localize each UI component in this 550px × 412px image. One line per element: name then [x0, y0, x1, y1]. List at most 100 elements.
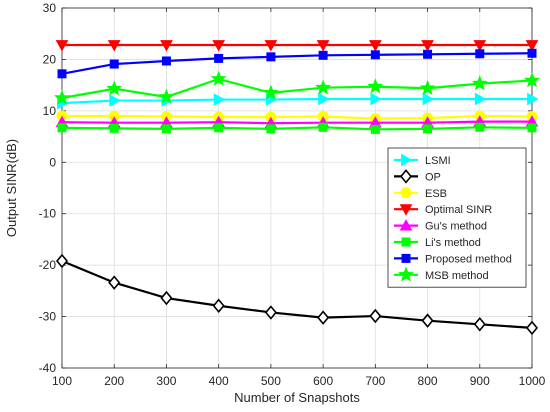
legend-swatch-marker — [401, 153, 413, 167]
tick-labels: 100 200 300 400 500 600 700 800 900 1000-40-30-20… — [39, 1, 546, 388]
data-point-msb-method — [262, 84, 279, 100]
data-point-msb-method — [106, 80, 123, 96]
data-point-lsmi — [474, 92, 487, 106]
data-point-op — [160, 290, 173, 306]
data-point-proposed-method — [423, 49, 433, 59]
legend-swatch-marker — [399, 219, 413, 231]
x-tick-label: 600 — [313, 374, 333, 388]
data-point-proposed-method — [214, 53, 224, 63]
y-tick-label: 10 — [43, 104, 57, 118]
data-point-li-s-method — [527, 123, 537, 133]
y-tick-label: -20 — [39, 258, 57, 272]
legend-label: Gu's method — [425, 221, 487, 233]
data-point-optimal-sinr — [160, 40, 173, 52]
data-point-proposed-method — [57, 69, 67, 79]
legend-label: Optimal SINR — [425, 204, 492, 216]
series-proposed-method — [57, 48, 537, 79]
data-point-optimal-sinr — [107, 40, 121, 52]
data-point-lsmi — [318, 92, 330, 106]
data-point-msb-method — [158, 88, 175, 104]
y-tick-label: -30 — [39, 310, 57, 324]
legend-swatch-marker — [401, 237, 411, 247]
y-tick-label: -40 — [39, 361, 57, 375]
data-point-optimal-sinr — [264, 40, 278, 52]
data-point-msb-method — [54, 89, 70, 105]
data-point-msb-method — [315, 79, 332, 95]
series-line-lsmi — [61, 97, 532, 105]
data-point-li-s-method — [370, 124, 380, 134]
series-line-msb-method — [61, 77, 533, 100]
legend-entry: Optimal SINR — [394, 204, 492, 216]
data-point-op — [317, 310, 330, 325]
data-point-msb-method — [419, 79, 436, 96]
data-point-msb-method — [367, 78, 384, 94]
legend-entry: Proposed method — [394, 253, 512, 265]
legend-swatch-marker — [399, 169, 413, 184]
data-point-op — [525, 320, 539, 336]
data-point-op — [369, 308, 382, 324]
data-point-optimal-sinr — [525, 40, 539, 52]
data-point-proposed-method — [266, 52, 276, 62]
legend-label: LSMI — [425, 155, 451, 167]
data-point-li-s-method — [475, 122, 485, 132]
series-optimal-sinr — [55, 40, 539, 52]
series-li-s-method — [57, 122, 537, 134]
data-point-li-s-method — [423, 124, 433, 134]
legend-label: Li's method — [425, 237, 481, 249]
legend-entry: OP — [394, 169, 441, 184]
data-point-proposed-method — [475, 49, 485, 59]
series-line-proposed-method — [61, 52, 533, 75]
series-line-gu-s-method — [61, 120, 532, 125]
x-tick-label: 900 — [470, 374, 490, 388]
data-point-lsmi — [370, 92, 382, 106]
x-tick-label: 1000 — [519, 374, 546, 388]
legend-box — [387, 147, 527, 288]
legend-label: OP — [425, 171, 441, 183]
legend-swatch-marker — [398, 266, 414, 282]
data-point-li-s-method — [57, 123, 67, 133]
series-line-li-s-method — [61, 126, 533, 131]
data-point-proposed-method — [109, 59, 119, 69]
data-point-li-s-method — [214, 123, 224, 133]
x-tick-label: 200 — [104, 374, 124, 388]
y-tick-label: 20 — [43, 52, 57, 66]
x-tick-label: 400 — [209, 374, 229, 388]
x-axis-label: Number of Snapshots — [234, 390, 360, 405]
data-point-li-s-method — [318, 122, 328, 132]
data-point-proposed-method — [318, 50, 328, 60]
y-tick-label: 30 — [43, 1, 57, 15]
y-tick-label: 0 — [49, 155, 56, 169]
series-op — [55, 253, 539, 336]
legend-swatch-marker — [399, 204, 413, 216]
legend-label: ESB — [425, 188, 447, 200]
data-point-optimal-sinr — [212, 40, 226, 52]
data-point-lsmi — [422, 92, 435, 106]
y-axis-label: Output SINR(dB) — [4, 139, 19, 237]
data-point-optimal-sinr — [368, 40, 382, 52]
x-tick-label: 500 — [261, 374, 281, 388]
data-point-li-s-method — [161, 124, 171, 134]
data-point-proposed-method — [370, 50, 380, 60]
data-point-lsmi — [109, 94, 121, 107]
series-msb-method — [54, 70, 540, 105]
data-point-lsmi — [527, 92, 539, 106]
data-point-op — [55, 253, 69, 269]
data-point-op — [264, 305, 277, 320]
legend-entry: Gu's method — [394, 219, 487, 233]
data-point-optimal-sinr — [421, 40, 434, 52]
data-point-li-s-method — [109, 123, 119, 133]
legend-entry: MSB method — [394, 266, 489, 282]
series-group — [54, 40, 540, 336]
data-point-lsmi — [213, 93, 226, 106]
series-lsmi — [57, 92, 539, 110]
legend-entry: ESB — [394, 187, 447, 200]
legend-swatch-marker — [401, 253, 411, 263]
data-point-msb-method — [471, 75, 488, 91]
series-line-esb — [62, 114, 533, 120]
data-point-proposed-method — [161, 56, 171, 66]
legend: LSMI OP ESB Optimal SINR Gu's method Li's met… — [387, 147, 527, 288]
data-point-optimal-sinr — [55, 40, 69, 52]
data-point-proposed-method — [527, 48, 537, 58]
data-point-op — [108, 275, 121, 290]
